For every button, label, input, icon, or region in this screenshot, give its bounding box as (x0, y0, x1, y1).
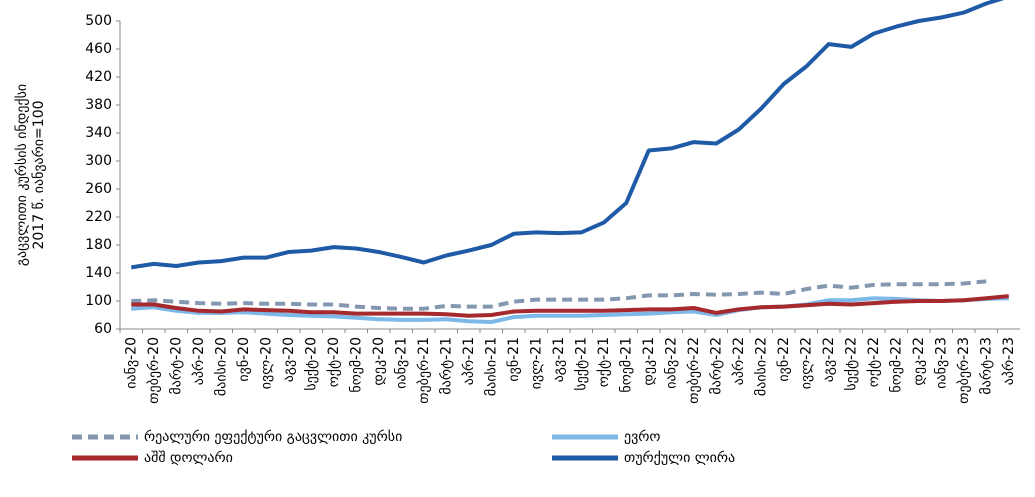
y-tick-label: 420 (85, 69, 112, 85)
x-tick-label: სექტ-20 (303, 337, 319, 391)
x-tick-label: მაისი-20 (213, 337, 229, 396)
x-tick-label: მარტ-23 (977, 337, 994, 395)
legend-label: რეალური ეფექტური გაცვლითი კურსი (144, 428, 402, 445)
y-tick-label: 300 (85, 153, 112, 169)
x-tick-label: დეკ-21 (641, 337, 657, 386)
y-tick-label: 60 (94, 321, 112, 337)
x-tick-label: მაისი-21 (483, 337, 499, 396)
series-line (131, 294, 1009, 318)
y-tick-label: 460 (85, 41, 112, 57)
y-tick-label: 180 (85, 237, 112, 253)
legend-label: ევრო (624, 428, 660, 445)
x-tick-label: აგვ-20 (281, 337, 297, 382)
x-tick-label: აპრ-23 (1000, 337, 1017, 385)
x-tick-label: სექტ-22 (843, 337, 859, 391)
x-tick-label: მარტ-22 (707, 337, 724, 395)
series-line (130, 0, 1005, 270)
x-tick-label: ოქტ-22 (866, 337, 882, 387)
x-tick-label: სექტ-21 (573, 337, 589, 391)
y-tick-label: 340 (85, 125, 112, 141)
x-tick-label: ივლ-22 (798, 337, 814, 389)
x-tick-label: ოქტ-21 (596, 337, 612, 387)
x-tick-label: იანვ-20 (123, 337, 139, 389)
x-tick-label: დეკ-22 (911, 337, 927, 386)
legend-label: თურქული ლირა (624, 449, 735, 466)
x-tick-label: მარტ-20 (167, 337, 184, 395)
x-tick-label: დეკ-20 (371, 337, 387, 386)
x-tick-label: ნოემ-22 (888, 337, 904, 393)
x-tick-label: ივლ-21 (528, 337, 544, 389)
x-tick-label: ოქტ-20 (326, 337, 342, 387)
x-tick-label: თებერ-21 (415, 337, 432, 404)
y-tick-label: 100 (85, 293, 112, 309)
x-tick-label: თებერ-22 (685, 337, 702, 404)
y-axis-label: გაცვლითი კურსის ინდექსი (13, 84, 30, 266)
x-tick-label: ნოემ-21 (618, 337, 634, 393)
x-tick-label: აგვ-22 (821, 337, 837, 382)
y-tick-label: 500 (85, 13, 112, 29)
x-tick-label: აპრ-20 (190, 337, 207, 385)
x-tick-label: აპრ-21 (460, 337, 477, 385)
x-tick-label: თებერ-23 (955, 337, 972, 404)
legend-label: აშშ დოლარი (144, 449, 233, 466)
x-tick-label: ივლ-20 (258, 337, 274, 389)
x-tick-label: აპრ-22 (730, 337, 747, 385)
y-tick-label: 260 (85, 181, 112, 197)
x-tick-label: იანვ-23 (933, 337, 949, 389)
x-tick-label: ივნ-21 (506, 337, 522, 382)
x-tick-label: აგვ-21 (551, 337, 567, 382)
x-tick-label: იანვ-21 (393, 337, 409, 389)
y-tick-label: 380 (85, 97, 112, 113)
x-tick-label: თებერ-20 (145, 337, 162, 404)
x-tick-label: მაისი-22 (753, 337, 769, 396)
x-tick-label: ივნ-20 (236, 337, 252, 382)
x-tick-label: მარტ-21 (437, 337, 454, 395)
x-tick-label: ნოემ-20 (348, 337, 364, 393)
y-tick-label: 220 (85, 209, 112, 225)
series-line (131, 296, 1009, 324)
y-tick-label: 140 (85, 265, 112, 281)
x-tick-label: ივნ-22 (776, 337, 792, 382)
y-axis-label: 2017 წ. იანვარი=100 (30, 100, 47, 249)
x-tick-label: იანვ-22 (663, 337, 679, 389)
